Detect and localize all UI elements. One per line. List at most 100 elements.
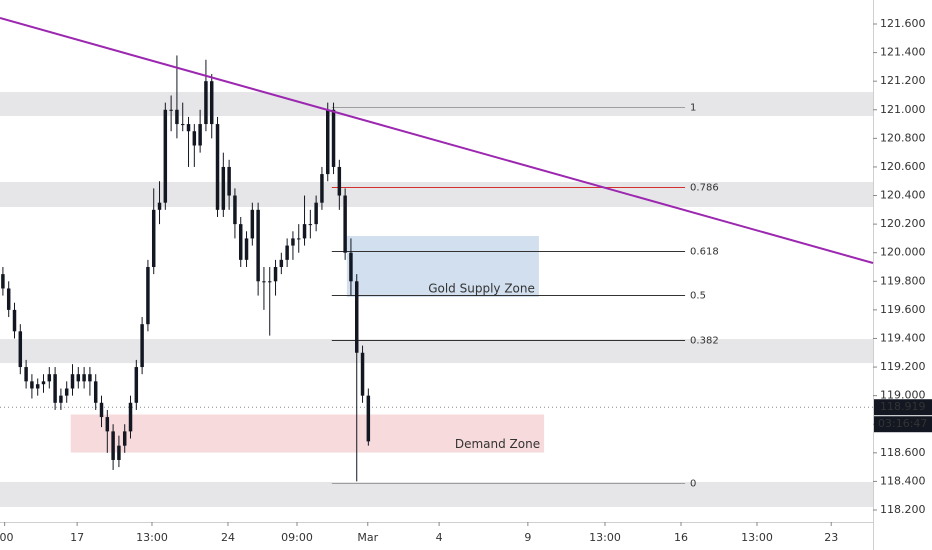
candle-body bbox=[250, 209, 255, 239]
candle-body bbox=[192, 131, 197, 146]
fib-level-label: 0.618 bbox=[690, 247, 719, 258]
y-tick-label: 119.600 bbox=[880, 303, 926, 316]
candle-body bbox=[349, 252, 353, 282]
candle-body bbox=[111, 431, 115, 460]
candle-body bbox=[105, 417, 110, 432]
candle-body bbox=[59, 395, 63, 403]
fib-level-label: 0.786 bbox=[690, 183, 719, 194]
fib-level-label: 0 bbox=[690, 479, 696, 490]
candle-body bbox=[47, 374, 52, 382]
horizontal-band bbox=[0, 339, 873, 364]
candle-body bbox=[221, 166, 226, 210]
x-tick-label: 17 bbox=[70, 531, 84, 544]
candle-body bbox=[180, 124, 185, 126]
candle-body bbox=[117, 445, 121, 460]
candle-body bbox=[296, 238, 301, 240]
x-tick-label: 4 bbox=[436, 531, 443, 544]
candle-body bbox=[285, 245, 289, 260]
x-tick-label: 09:00 bbox=[281, 531, 313, 544]
candle-body bbox=[169, 109, 173, 111]
x-tick-label: 13:00 bbox=[136, 531, 168, 544]
candle-body bbox=[186, 124, 191, 132]
y-tick-label: 118.400 bbox=[880, 474, 926, 487]
y-tick-label: 120.600 bbox=[880, 160, 926, 173]
last-price-box bbox=[874, 399, 932, 416]
y-tick-label: 119.000 bbox=[880, 389, 926, 402]
candle-body bbox=[314, 202, 318, 225]
candle-body bbox=[262, 281, 266, 283]
price-axis-background bbox=[874, 0, 932, 550]
candle-body bbox=[163, 109, 168, 203]
candle-body bbox=[233, 195, 237, 225]
zone bbox=[346, 235, 539, 298]
y-tick-label: 119.800 bbox=[880, 274, 926, 287]
candle-body bbox=[215, 124, 220, 210]
candle-body bbox=[24, 367, 28, 382]
y-tick-label: 120.400 bbox=[880, 189, 926, 202]
y-tick-label: 119.400 bbox=[880, 331, 926, 344]
candle-body bbox=[331, 109, 336, 167]
y-tick-label: 121.000 bbox=[880, 103, 926, 116]
candle-body bbox=[244, 238, 249, 260]
candle-body bbox=[41, 381, 46, 385]
candle-body bbox=[273, 267, 278, 282]
candle-body bbox=[355, 281, 359, 353]
x-tick-label: 24 bbox=[221, 531, 235, 544]
candle-body bbox=[267, 281, 272, 283]
y-tick-label: 118.200 bbox=[880, 503, 926, 516]
candle-body bbox=[82, 374, 86, 382]
candle-body bbox=[18, 331, 23, 368]
candle-body bbox=[53, 374, 57, 403]
candle-body bbox=[209, 81, 214, 125]
y-tick-label: 119.200 bbox=[880, 360, 926, 373]
countdown-box bbox=[874, 416, 932, 433]
horizontal-band bbox=[0, 481, 873, 507]
x-tick-label: 23 bbox=[824, 531, 838, 544]
fib-level-label: 1 bbox=[690, 103, 696, 114]
candle-body bbox=[360, 352, 365, 396]
candle-body bbox=[12, 309, 17, 332]
candle-body bbox=[204, 81, 208, 125]
candle-body bbox=[128, 402, 133, 432]
x-tick-label: 9 bbox=[524, 531, 531, 544]
y-tick-label: 121.200 bbox=[880, 74, 926, 87]
candle-body bbox=[146, 267, 150, 325]
horizontal-band bbox=[0, 181, 873, 207]
x-tick-label: 13:00 bbox=[741, 531, 773, 544]
candle-body bbox=[1, 274, 5, 289]
candle-body bbox=[6, 288, 11, 310]
candle-body bbox=[308, 224, 313, 226]
y-tick-label: 120.200 bbox=[880, 217, 926, 230]
candle-body bbox=[64, 388, 69, 396]
candle-body bbox=[227, 166, 231, 196]
candle-body bbox=[93, 381, 98, 403]
candle-body bbox=[238, 224, 243, 260]
candle-body bbox=[256, 209, 260, 282]
candle-body bbox=[134, 367, 139, 403]
candle-body bbox=[366, 395, 371, 442]
candle-body bbox=[325, 109, 330, 175]
x-tick-label: 16 bbox=[674, 531, 688, 544]
candle-body bbox=[302, 224, 307, 239]
candle-body bbox=[175, 109, 179, 125]
candle-body bbox=[99, 402, 104, 418]
candle-body bbox=[337, 166, 342, 196]
y-tick-label: 121.400 bbox=[880, 46, 926, 59]
candle-body bbox=[88, 374, 92, 382]
candle-body bbox=[157, 202, 162, 210]
candle-body bbox=[35, 384, 40, 389]
y-tick-label: 121.600 bbox=[880, 17, 926, 30]
fib-level-label: 0.382 bbox=[690, 336, 719, 347]
zone-label: Demand Zone bbox=[455, 437, 540, 451]
candle-body bbox=[291, 238, 295, 246]
horizontal-band bbox=[0, 92, 873, 117]
candle-body bbox=[279, 259, 284, 268]
countdown-label: 03:16:47 bbox=[878, 417, 927, 430]
zone bbox=[70, 414, 545, 453]
x-tick-label: 13:00 bbox=[589, 531, 621, 544]
time-axis-background bbox=[0, 523, 873, 550]
y-tick-label: 118.600 bbox=[880, 446, 926, 459]
candle-body bbox=[70, 374, 75, 389]
fib-level-label: 0.5 bbox=[690, 291, 706, 302]
